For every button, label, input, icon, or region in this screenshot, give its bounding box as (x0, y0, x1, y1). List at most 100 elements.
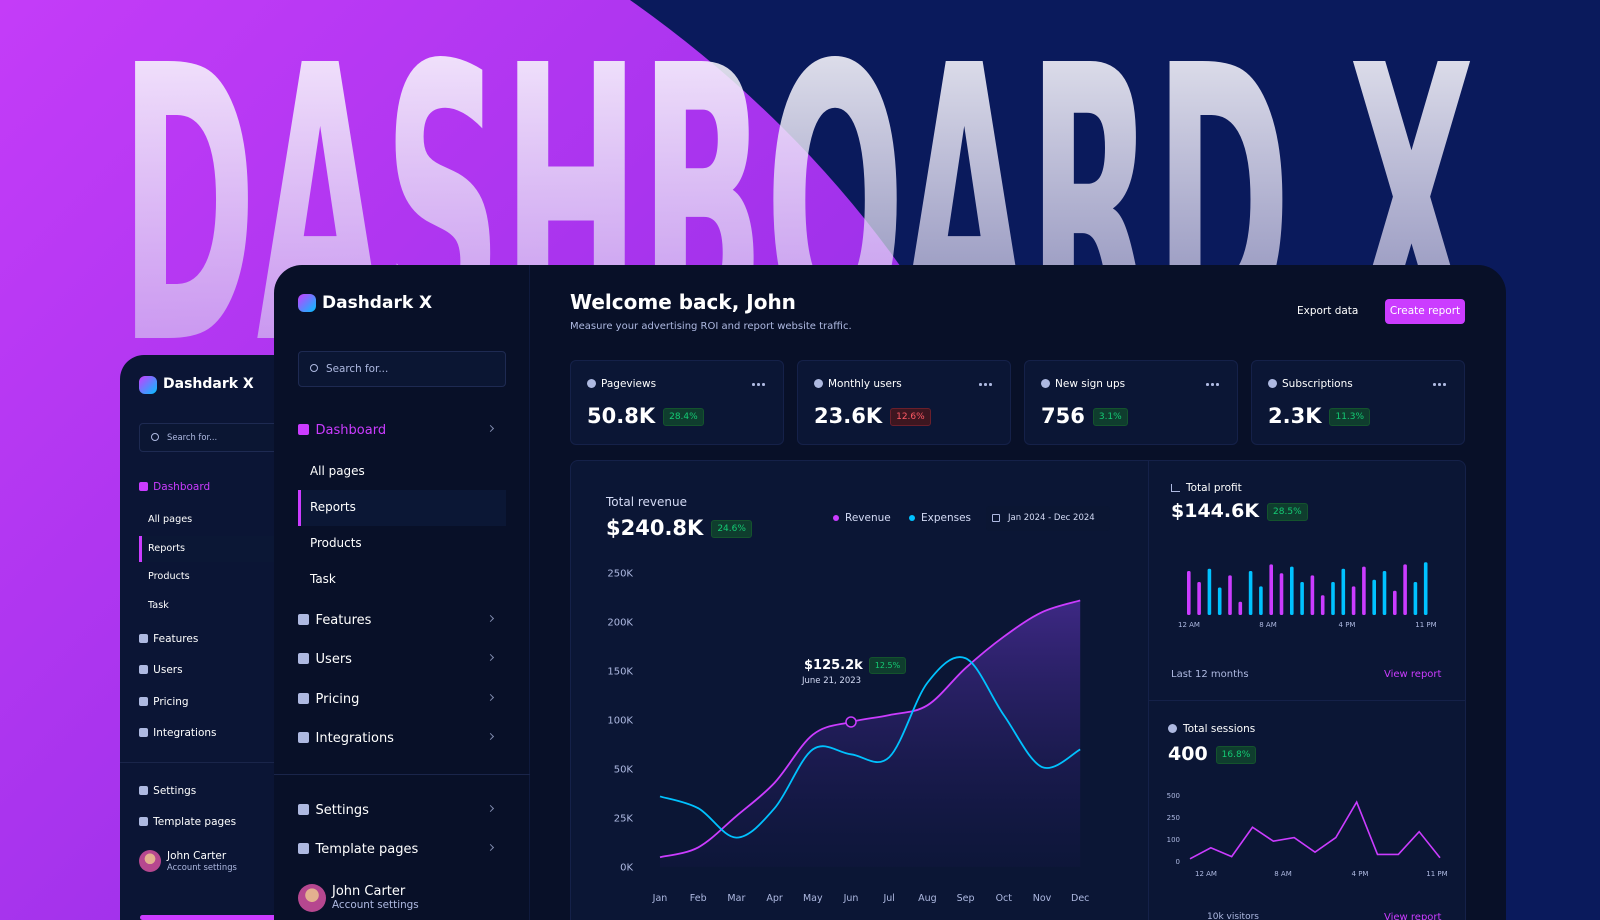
nav-subitem: Products (148, 571, 190, 583)
bar (1403, 564, 1407, 615)
x-tick-label: Mar (727, 893, 745, 904)
stat-icon (1268, 379, 1277, 388)
bar (1248, 571, 1253, 615)
bar (1279, 573, 1284, 615)
y-tick-label: 100K (607, 716, 633, 727)
stat-change: 3.1% (1092, 407, 1128, 426)
sessions-row: 400 16.8% (1168, 743, 1257, 765)
bar (1187, 571, 1191, 615)
profit-link[interactable]: View report (1384, 669, 1442, 680)
x-tick-label: 11 PM (1426, 870, 1447, 878)
x-tick-label: Nov (1033, 893, 1052, 904)
scroll-bar (140, 915, 280, 920)
nav-subitem: All pages (310, 464, 365, 479)
user-role: Account settings (167, 862, 237, 872)
bar (1393, 590, 1397, 615)
x-tick-label: 8 AM (1274, 870, 1292, 878)
revenue-value: $240.8K (606, 516, 704, 540)
stat-label: Monthly users (828, 378, 902, 390)
profit-icon (1171, 484, 1180, 492)
nav-icon (139, 696, 148, 706)
y-tick-label: 25K (614, 814, 634, 825)
sessions-title: Total sessions (1183, 723, 1256, 735)
x-tick-label: Jul (882, 893, 894, 904)
user-name: John Carter (332, 884, 406, 899)
series-line (659, 599, 1081, 859)
bar (1341, 568, 1346, 615)
profit-row: $144.6K 28.5% (1171, 502, 1308, 521)
bar (1413, 582, 1418, 615)
create-button[interactable]: Create report (1385, 299, 1465, 324)
brand: Dashdark X (163, 376, 254, 392)
stat-change: 11.3% (1329, 407, 1371, 426)
menu-dot (1433, 383, 1436, 386)
nav-item: Template pages (153, 815, 237, 828)
page-subtitle: Measure your advertising ROI and report … (570, 321, 852, 332)
profit-title: Total profit (1186, 482, 1242, 494)
nav-icon (139, 481, 148, 491)
nav-item: Template pages (315, 841, 419, 857)
search-icon (151, 432, 159, 441)
x-tick-label: Apr (766, 893, 783, 904)
bar (1351, 586, 1356, 615)
sessions-line (1189, 800, 1441, 860)
x-tick-label: 4 PM (1352, 870, 1369, 878)
stat-value: 2.3K (1268, 404, 1322, 428)
search-icon (310, 364, 318, 372)
sessions-value: 400 (1168, 743, 1208, 765)
stat-card (570, 360, 784, 445)
date-range[interactable]: Jan 2024 - Dec 2024 (986, 506, 1110, 531)
nav-item: Settings (315, 802, 369, 818)
profit-period: Last 12 months (1171, 669, 1249, 680)
nav-icon (298, 842, 310, 854)
nav-item: Users (315, 651, 352, 667)
x-tick-label: 12 AM (1178, 621, 1200, 629)
nav-item: Settings (153, 784, 197, 797)
logo (139, 376, 157, 394)
nav-subitem: Reports (148, 543, 186, 555)
stat-change: 28.4% (663, 407, 704, 426)
y-tick-label: 500 (1167, 792, 1180, 800)
legend-dot (833, 515, 839, 521)
nav-icon (139, 633, 148, 643)
x-tick-label: Jan (652, 893, 668, 904)
export-button: Export data (1297, 305, 1359, 317)
nav-item: Pricing (315, 691, 360, 707)
x-tick-label: Oct (996, 893, 1013, 904)
revenue-row: $240.8K 24.6% (606, 518, 752, 539)
bar (1197, 582, 1201, 615)
bar (1362, 566, 1366, 615)
search-box (298, 351, 506, 387)
x-tick-label: May (803, 893, 823, 904)
bar (1259, 586, 1263, 615)
x-tick-label: Sep (957, 893, 975, 904)
bar (1310, 575, 1315, 615)
sessions-change: 16.8% (1215, 745, 1257, 764)
revenue-change: 24.6% (711, 519, 752, 538)
stat-row: 756 3.1% (1041, 406, 1128, 427)
bar (1238, 601, 1243, 615)
x-tick-label: Feb (690, 893, 707, 904)
x-tick-label: 8 AM (1259, 621, 1277, 629)
x-tick-label: 12 AM (1195, 870, 1217, 878)
tooltip-marker (845, 716, 857, 728)
charts: 0K 25K 50K 100K 150K 200K 250K Jan Feb Mar Apr May J… (607, 562, 1448, 904)
page-title: Welcome back, John (570, 290, 796, 314)
bar (1331, 582, 1335, 615)
y-tick-label: 50K (614, 765, 634, 776)
legend-dot (909, 515, 915, 521)
bar (1290, 566, 1294, 615)
active-item (298, 490, 506, 526)
sessions-link[interactable]: View report (1384, 912, 1442, 920)
series-line (659, 656, 1081, 839)
nav-icon (298, 803, 310, 815)
logo (298, 294, 316, 312)
nav-item: Users (153, 663, 183, 676)
stat-label: Pageviews (601, 378, 657, 390)
nav-icon (298, 731, 310, 743)
menu-dot (1438, 383, 1441, 386)
nav-item: Dashboard (153, 480, 211, 493)
stat-card (1024, 360, 1238, 445)
bar (1228, 575, 1232, 615)
nav-icon (139, 816, 148, 826)
